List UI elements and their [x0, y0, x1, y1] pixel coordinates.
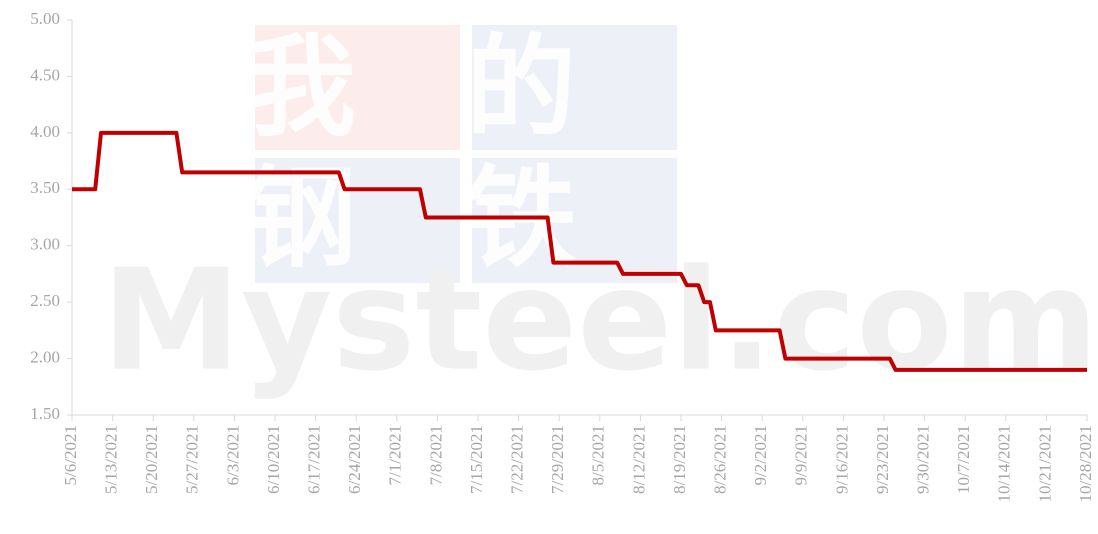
x-tick-label: 6/24/2021: [345, 425, 364, 494]
x-tick-label: 7/1/2021: [386, 425, 405, 485]
x-tick-label: 9/2/2021: [751, 425, 770, 485]
y-tick-label: 2.00: [30, 347, 60, 366]
watermark-box: [255, 25, 460, 150]
y-tick-label: 4.00: [30, 122, 60, 141]
watermark: Mysteel.com: [102, 240, 1098, 403]
x-tick-label: 6/10/2021: [264, 425, 283, 494]
y-tick-label: 4.50: [30, 65, 60, 84]
x-tick-label: 8/26/2021: [711, 425, 730, 494]
x-tick-label: 9/23/2021: [873, 425, 892, 494]
x-tick-label: 5/20/2021: [142, 425, 161, 494]
line: [72, 130, 1087, 372]
x-tick-label: 8/5/2021: [589, 425, 608, 485]
y-tick-label: 1.50: [30, 404, 60, 423]
x-tick-label: 8/19/2021: [670, 425, 689, 494]
x-tick-label: 9/30/2021: [914, 425, 933, 494]
y-tick-label: 3.00: [30, 235, 60, 254]
y-tick-label: 3.50: [30, 178, 60, 197]
x-tick-label: 10/7/2021: [954, 425, 973, 494]
watermark-box: [472, 25, 677, 150]
x-tick-label: 6/3/2021: [223, 425, 242, 485]
watermark-box: [255, 158, 460, 283]
x-tick-label: 10/14/2021: [995, 425, 1014, 502]
x-tick-label: 6/17/2021: [305, 425, 324, 494]
x-tick-label: 8/12/2021: [629, 425, 648, 494]
x-tick-label: 9/16/2021: [832, 425, 851, 494]
x-tick-label: 7/29/2021: [548, 425, 567, 494]
x-tick-label: 10/21/2021: [1035, 425, 1054, 502]
x-tick-label: 5/6/2021: [61, 425, 80, 485]
x-tick-label: 5/13/2021: [102, 425, 121, 494]
x-tick-label: 10/28/2021: [1076, 425, 1095, 502]
x-tick-label: 5/27/2021: [183, 425, 202, 494]
y-tick-label: 2.50: [30, 291, 60, 310]
x-tick-label: 9/9/2021: [792, 425, 811, 485]
watermark: 我的: [246, 23, 686, 151]
x-tick-label: 7/15/2021: [467, 425, 486, 494]
y-tick-label: 5.00: [30, 9, 60, 28]
x-tick-label: 7/22/2021: [508, 425, 527, 494]
x-tick-label: 7/8/2021: [426, 425, 445, 485]
